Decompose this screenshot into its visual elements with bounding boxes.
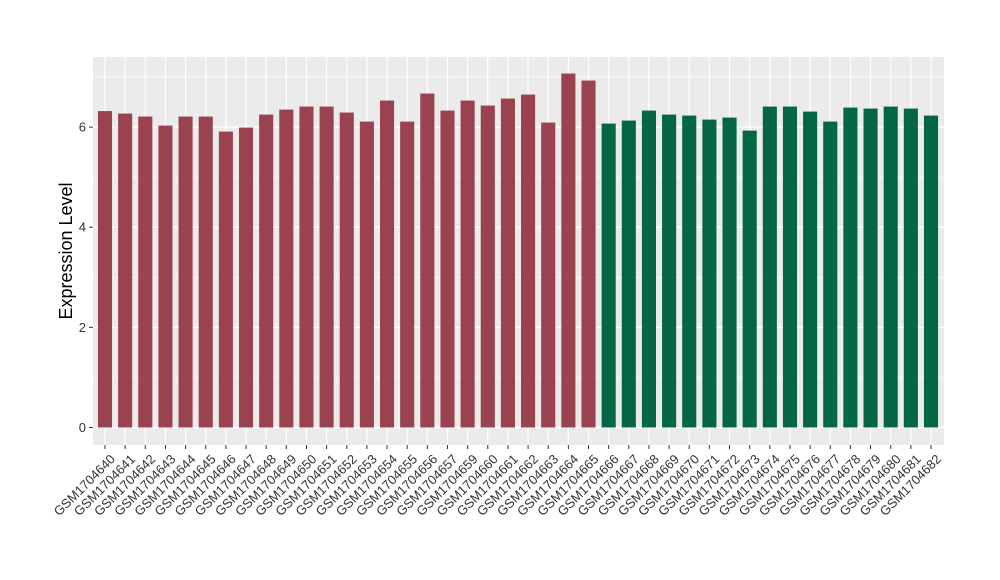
bar-GSM1704647 xyxy=(238,127,254,428)
bar-GSM1704675 xyxy=(782,106,798,428)
bar-GSM1704680 xyxy=(883,106,898,428)
axes: 0246GSM1704640GSM1704641GSM1704642GSM170… xyxy=(51,120,944,519)
bar-GSM1704652 xyxy=(339,112,354,428)
y-tick-label: 4 xyxy=(79,220,86,235)
plot-panel xyxy=(93,57,944,445)
bar-GSM1704673 xyxy=(742,130,757,428)
bar-GSM1704670 xyxy=(682,115,697,428)
bars xyxy=(97,73,939,428)
bar-GSM1704679 xyxy=(863,108,878,428)
bar-GSM1704660 xyxy=(480,105,495,428)
bar-GSM1704641 xyxy=(118,113,133,428)
y-tick-label: 6 xyxy=(79,120,86,135)
bar-GSM1704649 xyxy=(279,109,294,428)
bar-GSM1704668 xyxy=(641,110,657,428)
bar-GSM1704666 xyxy=(601,123,616,428)
bar-GSM1704656 xyxy=(420,93,435,428)
y-axis-title: Expression Level xyxy=(56,182,76,319)
bar-GSM1704644 xyxy=(178,116,193,428)
bar-GSM1704650 xyxy=(299,106,314,428)
bar-GSM1704681 xyxy=(903,108,918,428)
bar-GSM1704645 xyxy=(198,116,213,428)
bar-GSM1704654 xyxy=(379,100,395,428)
bar-GSM1704671 xyxy=(702,119,717,428)
bar-GSM1704655 xyxy=(400,121,415,428)
bar-GSM1704646 xyxy=(218,131,233,428)
bar-GSM1704676 xyxy=(803,111,818,428)
bar-GSM1704642 xyxy=(138,116,153,428)
bar-GSM1704677 xyxy=(823,121,838,428)
bar-GSM1704648 xyxy=(259,114,274,428)
bar-GSM1704651 xyxy=(319,106,334,428)
bar-GSM1704659 xyxy=(460,100,475,428)
bar-GSM1704661 xyxy=(500,98,515,428)
bar-GSM1704653 xyxy=(359,121,374,428)
bar-GSM1704665 xyxy=(581,80,596,428)
bar-GSM1704640 xyxy=(97,111,113,428)
bar-GSM1704664 xyxy=(561,73,576,428)
bar-GSM1704672 xyxy=(722,117,737,428)
bar-GSM1704663 xyxy=(541,122,556,428)
bar-GSM1704682 xyxy=(923,115,939,428)
bar-GSM1704662 xyxy=(521,94,536,428)
bar-GSM1704669 xyxy=(662,114,677,428)
bar-GSM1704667 xyxy=(621,120,636,428)
y-tick-label: 2 xyxy=(79,320,86,335)
bar-GSM1704657 xyxy=(440,110,455,428)
bar-GSM1704674 xyxy=(762,106,777,428)
bar-GSM1704678 xyxy=(843,107,858,428)
y-tick-label: 0 xyxy=(79,420,86,435)
bar-GSM1704643 xyxy=(158,125,173,428)
